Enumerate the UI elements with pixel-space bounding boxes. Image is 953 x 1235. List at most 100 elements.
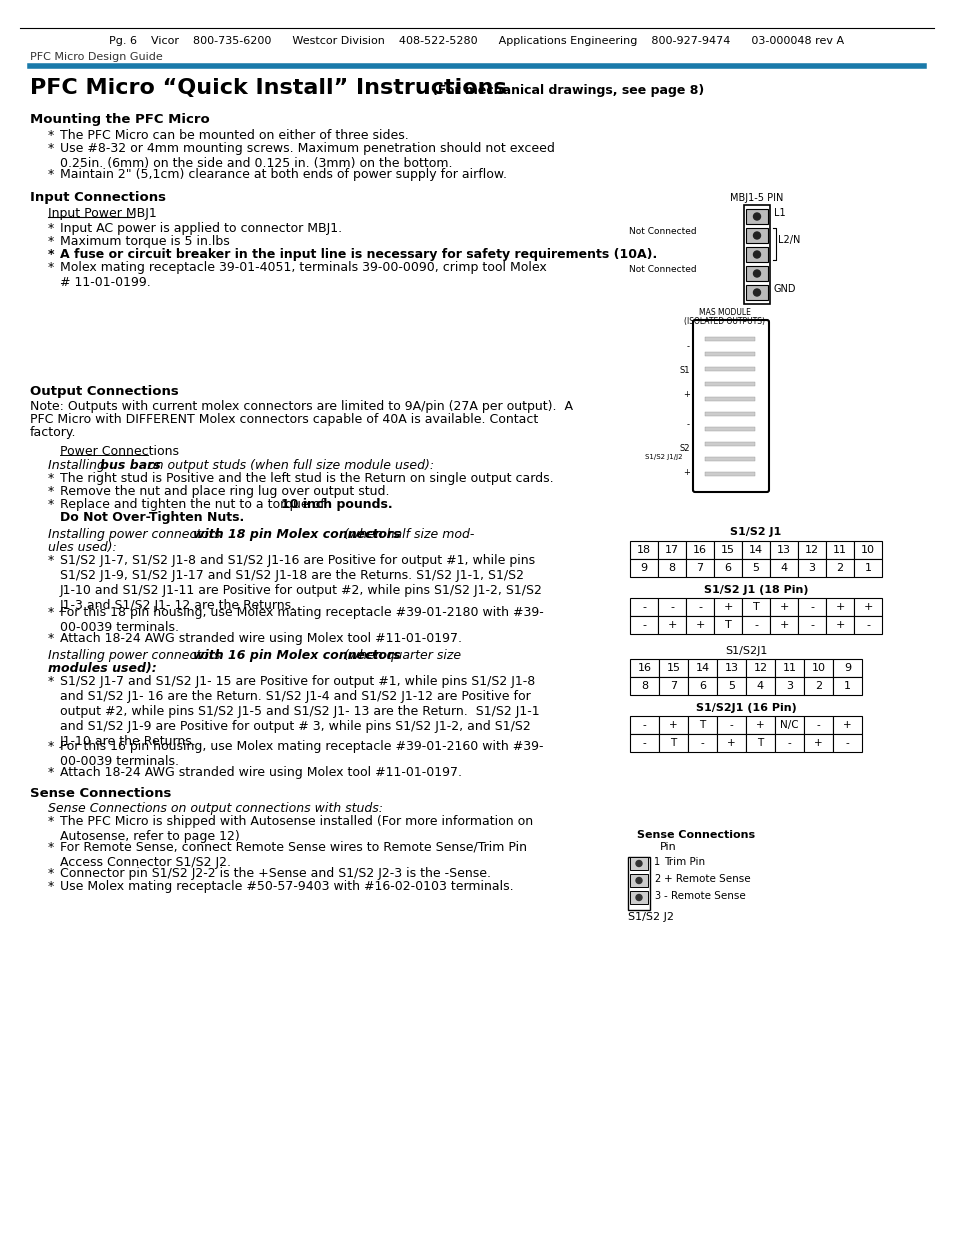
- Bar: [704, 382, 754, 387]
- Bar: [685, 598, 713, 616]
- Text: S1/S2 J1-7, S1/S2 J1-8 and S1/S2 J1-16 are Positive for output #1, while pins
S1: S1/S2 J1-7, S1/S2 J1-8 and S1/S2 J1-16 a…: [60, 555, 542, 613]
- Bar: [685, 616, 713, 634]
- Bar: [713, 598, 741, 616]
- Bar: [741, 559, 769, 577]
- Bar: [685, 559, 713, 577]
- Bar: [658, 541, 685, 559]
- Bar: [797, 559, 825, 577]
- Bar: [745, 228, 767, 243]
- Bar: [803, 659, 832, 677]
- Bar: [745, 266, 767, 282]
- Text: (For mechanical drawings, see page 8): (For mechanical drawings, see page 8): [432, 84, 703, 98]
- Bar: [629, 616, 658, 634]
- Circle shape: [636, 878, 641, 883]
- Bar: [659, 659, 687, 677]
- Text: +: +: [779, 620, 788, 630]
- Bar: [629, 874, 647, 887]
- Text: Use Molex mating receptacle #50-57-9403 with #16-02-0103 terminals.: Use Molex mating receptacle #50-57-9403 …: [60, 881, 513, 893]
- Text: 9: 9: [639, 563, 647, 573]
- Bar: [825, 616, 853, 634]
- Text: 14: 14: [748, 545, 762, 555]
- Bar: [687, 716, 717, 734]
- Text: 13: 13: [723, 663, 738, 673]
- Bar: [629, 541, 658, 559]
- Text: bus bars: bus bars: [100, 459, 161, 472]
- Text: with 18 pin Molex connectors: with 18 pin Molex connectors: [193, 529, 400, 541]
- Text: *: *: [48, 498, 54, 511]
- Bar: [745, 285, 767, 300]
- Circle shape: [753, 212, 760, 220]
- Bar: [853, 616, 882, 634]
- Text: 8: 8: [640, 680, 647, 692]
- Text: Installing: Installing: [48, 459, 109, 472]
- Text: Input Connections: Input Connections: [30, 191, 166, 204]
- Text: 16: 16: [637, 663, 651, 673]
- Text: 4: 4: [756, 680, 763, 692]
- Text: N/C: N/C: [780, 720, 798, 730]
- Bar: [769, 616, 797, 634]
- Text: 2: 2: [836, 563, 842, 573]
- Text: (ISOLATED OUTPUTS): (ISOLATED OUTPUTS): [684, 317, 764, 326]
- Text: S1/S2 J1-7 and S1/S2 J1- 15 are Positive for output #1, while pins S1/S2 J1-8
an: S1/S2 J1-7 and S1/S2 J1- 15 are Positive…: [60, 676, 539, 748]
- Bar: [853, 598, 882, 616]
- Text: 16: 16: [692, 545, 706, 555]
- Bar: [717, 677, 745, 695]
- Text: 8: 8: [668, 563, 675, 573]
- Text: T: T: [670, 739, 676, 748]
- Text: GND: GND: [773, 284, 796, 294]
- Bar: [745, 716, 774, 734]
- Text: Attach 18-24 AWG stranded wire using Molex tool #11-01-0197.: Attach 18-24 AWG stranded wire using Mol…: [60, 766, 461, 779]
- Text: -: -: [729, 720, 733, 730]
- Bar: [629, 677, 659, 695]
- Text: +: +: [862, 601, 872, 613]
- Text: 3: 3: [785, 680, 792, 692]
- Circle shape: [753, 251, 760, 258]
- Circle shape: [636, 861, 641, 867]
- Text: 2: 2: [654, 874, 659, 884]
- Bar: [825, 598, 853, 616]
- Text: -: -: [753, 620, 758, 630]
- Bar: [704, 457, 754, 461]
- Bar: [704, 352, 754, 356]
- Bar: [853, 541, 882, 559]
- Bar: [774, 734, 803, 752]
- Text: PFC Micro with DIFFERENT Molex connectors capable of 40A is available. Contact: PFC Micro with DIFFERENT Molex connector…: [30, 412, 537, 426]
- Bar: [803, 734, 832, 752]
- Bar: [713, 616, 741, 634]
- Bar: [704, 412, 754, 416]
- Text: +: +: [726, 739, 735, 748]
- Bar: [745, 209, 767, 224]
- Text: +: +: [722, 601, 732, 613]
- Text: S2: S2: [679, 445, 689, 453]
- Text: -: -: [698, 601, 701, 613]
- Text: *: *: [48, 261, 54, 274]
- Text: 18: 18: [637, 545, 650, 555]
- Text: Installing power connectors: Installing power connectors: [48, 529, 224, 541]
- Bar: [832, 659, 862, 677]
- Text: The right stud is Positive and the left stud is the Return on single output card: The right stud is Positive and the left …: [60, 472, 553, 485]
- Text: +: +: [779, 601, 788, 613]
- Bar: [629, 857, 647, 869]
- Text: Note: Outputs with current molex connectors are limited to 9A/pin (27A per outpu: Note: Outputs with current molex connect…: [30, 400, 573, 412]
- Text: 3: 3: [654, 890, 659, 902]
- Text: -: -: [865, 620, 869, 630]
- Text: S1/S2 J1 (18 Pin): S1/S2 J1 (18 Pin): [703, 585, 807, 595]
- Bar: [745, 659, 774, 677]
- Bar: [629, 716, 659, 734]
- Text: + Remote Sense: + Remote Sense: [663, 874, 750, 884]
- Bar: [832, 734, 862, 752]
- Bar: [627, 857, 649, 910]
- Bar: [825, 559, 853, 577]
- Text: with 16 pin Molex connectors: with 16 pin Molex connectors: [193, 650, 400, 662]
- Bar: [825, 541, 853, 559]
- Text: *: *: [48, 142, 54, 156]
- Bar: [832, 716, 862, 734]
- Text: *: *: [48, 606, 54, 619]
- Text: +: +: [695, 620, 704, 630]
- Text: Do Not Over-Tighten Nuts.: Do Not Over-Tighten Nuts.: [60, 511, 244, 524]
- Text: *: *: [48, 472, 54, 485]
- Text: *: *: [48, 235, 54, 248]
- Text: ules used):: ules used):: [48, 541, 116, 555]
- Text: 1: 1: [863, 563, 871, 573]
- Text: 12: 12: [753, 663, 767, 673]
